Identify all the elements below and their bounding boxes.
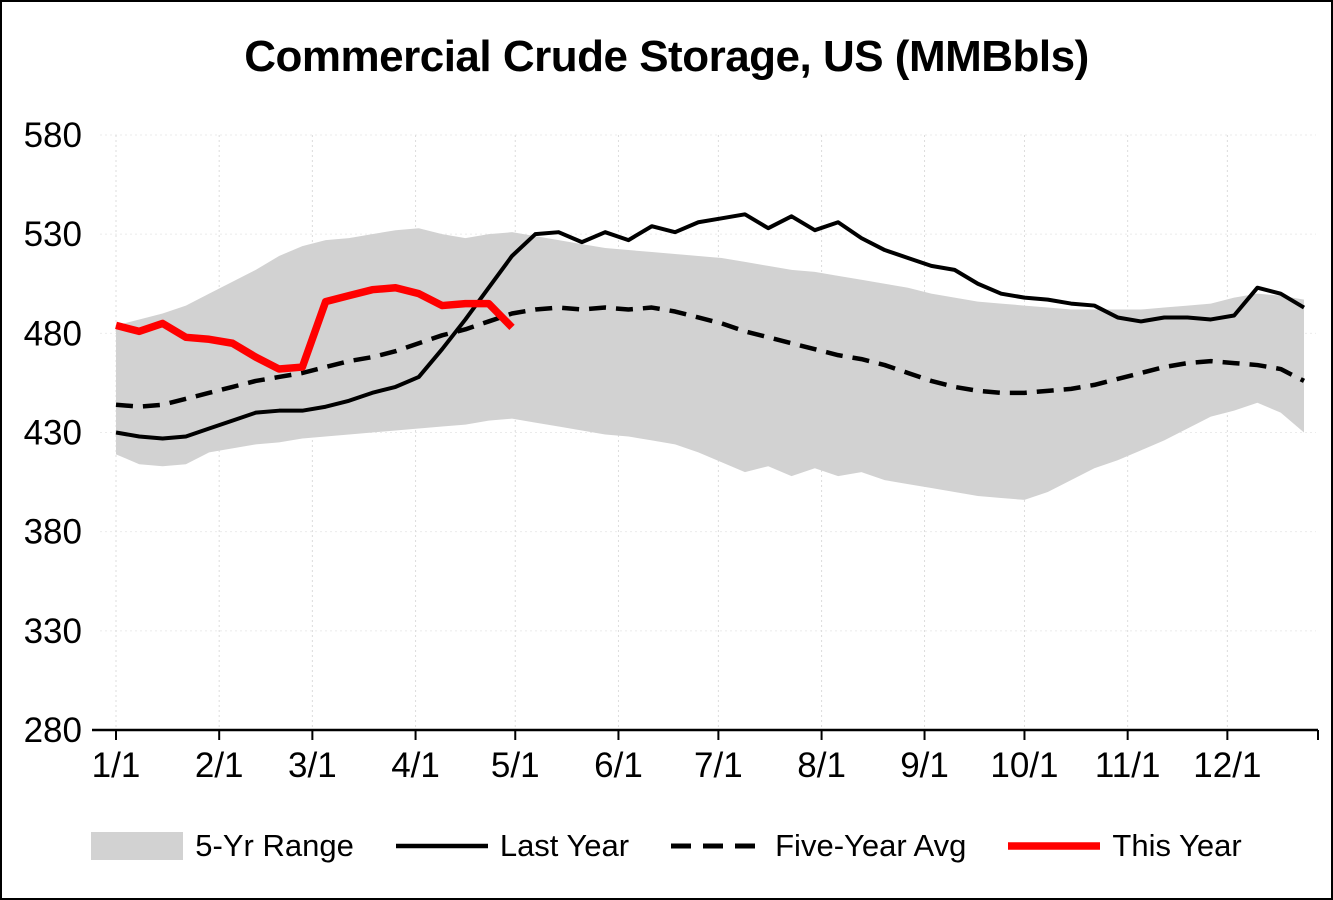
dashed-line-swatch-icon xyxy=(671,843,764,849)
legend-label-five-year-avg: Five-Year Avg xyxy=(775,828,967,863)
svg-text:580: 580 xyxy=(24,116,82,155)
svg-text:12/1: 12/1 xyxy=(1193,746,1261,785)
svg-text:4/1: 4/1 xyxy=(391,746,440,785)
legend-item-last-year: Last Year xyxy=(395,828,630,864)
svg-text:10/1: 10/1 xyxy=(990,746,1058,785)
chart-title: Commercial Crude Storage, US (MMBbls) xyxy=(244,32,1089,81)
svg-text:280: 280 xyxy=(24,711,82,750)
svg-text:6/1: 6/1 xyxy=(594,746,643,785)
legend-label-this-year: This Year xyxy=(1112,828,1242,863)
svg-text:3/1: 3/1 xyxy=(288,746,337,785)
svg-text:480: 480 xyxy=(24,314,82,353)
svg-text:11/1: 11/1 xyxy=(1095,746,1161,785)
svg-text:330: 330 xyxy=(24,612,82,651)
legend-item-5yr-range: 5-Yr Range xyxy=(91,828,354,864)
svg-text:380: 380 xyxy=(24,513,82,552)
chart-legend: 5-Yr Range Last Year Five-Year Avg This … xyxy=(2,828,1331,864)
solid-line-swatch-icon xyxy=(395,843,488,849)
range-band-swatch-icon xyxy=(91,832,184,860)
legend-item-this-year: This Year xyxy=(1008,828,1242,864)
svg-text:1/1: 1/1 xyxy=(92,746,141,785)
svg-text:430: 430 xyxy=(24,414,82,453)
svg-text:7/1: 7/1 xyxy=(694,746,743,785)
legend-label-5yr-range: 5-Yr Range xyxy=(195,828,354,863)
svg-text:5/1: 5/1 xyxy=(491,746,540,785)
legend-item-five-year-avg: Five-Year Avg xyxy=(671,828,966,864)
svg-text:8/1: 8/1 xyxy=(797,746,846,785)
red-line-swatch-icon xyxy=(1008,842,1101,850)
svg-text:9/1: 9/1 xyxy=(900,746,949,785)
chart-plot: 280 330 380 430 480 530 580 1/1 2/1 3/1 4/1 5/1 6/1 7… xyxy=(24,116,1319,785)
legend-label-last-year: Last Year xyxy=(499,828,630,863)
svg-text:530: 530 xyxy=(24,215,82,254)
svg-text:2/1: 2/1 xyxy=(195,746,244,785)
